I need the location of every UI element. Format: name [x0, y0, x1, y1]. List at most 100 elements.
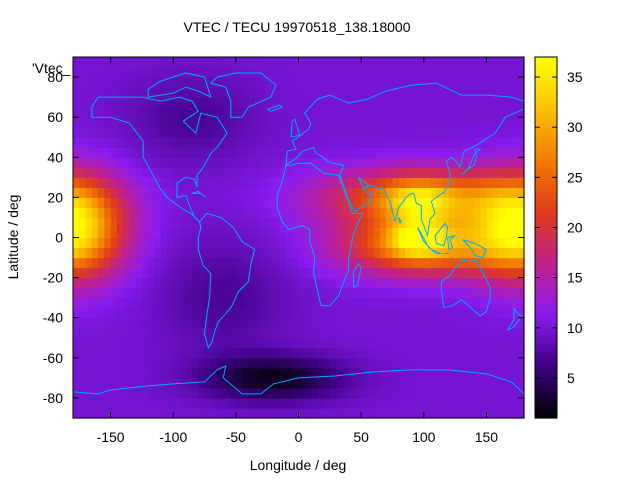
heatmap-cell — [304, 227, 312, 239]
heatmap-cell — [173, 57, 181, 68]
heatmap-cell — [104, 87, 112, 98]
heatmap-cell — [166, 237, 174, 249]
heatmap-cell — [498, 177, 506, 188]
colorbar-step — [535, 378, 557, 383]
heatmap-cell — [448, 147, 456, 158]
heatmap-cell — [398, 277, 406, 289]
heatmap-cell — [311, 237, 318, 249]
heatmap-cell — [116, 107, 124, 118]
heatmap-cell — [361, 217, 368, 229]
heatmap-cell — [273, 157, 281, 168]
heatmap-cell — [73, 77, 80, 88]
heatmap-cell — [517, 187, 525, 198]
heatmap-cell — [248, 87, 256, 98]
x-axis-ticks: -150 -100 -50 0 50 100 150 — [97, 57, 498, 445]
heatmap-cell — [329, 317, 337, 329]
heatmap-cell — [104, 407, 112, 419]
heatmap-cell — [329, 107, 337, 118]
heatmap-cell — [154, 57, 162, 68]
heatmap-cell — [104, 347, 112, 359]
heatmap-cell — [154, 287, 162, 299]
heatmap-cell — [304, 407, 312, 419]
heatmap-cell — [116, 237, 124, 249]
heatmap-cell — [254, 187, 262, 198]
heatmap-cell — [260, 407, 268, 419]
heatmap-cell — [448, 237, 456, 249]
heatmap-cell — [185, 57, 193, 68]
heatmap-cell — [436, 207, 444, 219]
heatmap-cell — [73, 357, 80, 369]
colorbar-step — [535, 303, 557, 308]
heatmap-cell — [423, 407, 431, 419]
heatmap-cell — [242, 187, 249, 198]
heatmap-cell — [279, 257, 287, 269]
heatmap-cell — [166, 87, 174, 98]
heatmap-cell — [198, 207, 206, 219]
heatmap-cell — [455, 97, 462, 108]
heatmap-cell — [254, 167, 262, 178]
heatmap-cell — [442, 237, 450, 249]
heatmap-cell — [160, 367, 168, 379]
heatmap-cell — [329, 97, 337, 108]
colorbar-step — [535, 63, 557, 67]
heatmap-cell — [505, 77, 513, 88]
heatmap-cell — [492, 147, 500, 158]
heatmap-cell — [141, 307, 149, 319]
heatmap-cell — [473, 357, 481, 369]
heatmap-cell — [198, 407, 206, 419]
heatmap-cell — [455, 287, 462, 299]
heatmap-cell — [242, 267, 249, 279]
heatmap-cell — [204, 247, 212, 259]
heatmap-cell — [480, 157, 488, 168]
heatmap-cell — [505, 287, 513, 299]
heatmap-cell — [480, 327, 488, 339]
heatmap-cell — [361, 287, 368, 299]
heatmap-cell — [311, 77, 318, 88]
colorbar-step — [535, 369, 557, 374]
heatmap-cell — [73, 297, 80, 309]
heatmap-cell — [336, 147, 343, 158]
heatmap-cell — [210, 247, 218, 259]
heatmap-cell — [223, 67, 231, 78]
heatmap-cell — [386, 67, 394, 78]
heatmap-cell — [235, 147, 243, 158]
heatmap-cell — [135, 147, 143, 158]
heatmap-cell — [235, 57, 243, 68]
heatmap-cell — [323, 257, 331, 269]
heatmap-cell — [223, 387, 231, 399]
colorbar-step — [535, 165, 557, 169]
heatmap-cell — [198, 347, 206, 359]
heatmap-cell — [411, 267, 419, 279]
heatmap-cell — [455, 397, 462, 409]
heatmap-cell — [417, 337, 425, 349]
heatmap-cell — [342, 407, 350, 419]
heatmap-cell — [267, 227, 275, 239]
colorbar-step — [535, 387, 557, 392]
heatmap-cell — [179, 307, 187, 319]
coastline-path — [398, 217, 402, 224]
heatmap-cell — [317, 167, 325, 178]
heatmap-cell — [79, 137, 87, 148]
heatmap-cell — [467, 237, 475, 249]
vtec-heatmap — [73, 57, 525, 419]
heatmap-cell — [141, 97, 149, 108]
heatmap-cell — [354, 357, 362, 369]
heatmap-cell — [317, 237, 325, 249]
heatmap-cell — [373, 257, 381, 269]
heatmap-cell — [367, 237, 375, 249]
heatmap-cell — [373, 287, 381, 299]
heatmap-cell — [135, 317, 143, 329]
heatmap-cell — [235, 257, 243, 269]
heatmap-cell — [467, 57, 475, 68]
heatmap-cell — [91, 357, 99, 369]
heatmap-cell — [417, 97, 425, 108]
heatmap-cell — [91, 297, 99, 309]
colorbar-step — [535, 336, 557, 341]
heatmap-cell — [398, 87, 406, 98]
heatmap-cell — [179, 147, 187, 158]
heatmap-cell — [367, 187, 375, 198]
heatmap-cell — [317, 227, 325, 239]
heatmap-cell — [185, 117, 193, 128]
heatmap-cell — [486, 97, 494, 108]
heatmap-cell — [267, 167, 275, 178]
